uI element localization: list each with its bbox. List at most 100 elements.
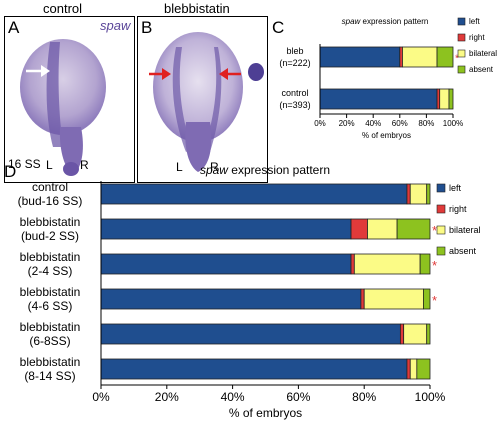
undefined-category-label-0-0: bleb (286, 46, 303, 56)
undefined-x-tick-label-5: 100% (415, 390, 446, 404)
undefined-legend-label-absent: absent (449, 246, 477, 256)
undefined-significance-star-0: * (455, 54, 459, 65)
undefined-category-label-2-1: (2-4 SS) (28, 264, 73, 278)
undefined-bar-right-1 (350, 218, 368, 240)
undefined-x-tick-label-0: 0% (314, 119, 326, 128)
undefined-legend-label-right: right (449, 204, 467, 214)
undefined-bar-left-2 (100, 253, 352, 275)
undefined-legend-swatch-bilateral (436, 225, 446, 235)
undefined-legend-swatch-left (457, 17, 466, 26)
undefined-bar-right-0 (406, 183, 411, 205)
undefined-title-gene: spaw (200, 163, 229, 177)
undefined-legend-label-bilateral: bilateral (449, 225, 481, 235)
undefined-bar-left-5 (100, 358, 408, 380)
undefined-bar-bilateral-2 (353, 253, 421, 275)
undefined-significance-star-3: * (432, 293, 437, 308)
undefined-x-tick-label-3: 60% (392, 119, 408, 128)
undefined-category-label-4-1: (6-8SS) (29, 334, 70, 348)
undefined-bar-left-1 (319, 88, 438, 110)
undefined-category-label-5-0: blebbistatin (20, 355, 81, 369)
panel-b-left-label: L (176, 160, 183, 174)
undefined-bar-bilateral-1 (439, 88, 450, 110)
undefined-x-tick-label-2: 40% (221, 390, 245, 404)
blebbistatin-embryo-illustration (153, 32, 264, 172)
undefined-category-label-1-1: (n=393) (279, 100, 310, 110)
undefined-bar-left-0 (100, 183, 408, 205)
undefined-bar-absent-1 (448, 88, 454, 110)
chart-d: spaw expression pattern control(bud-16 SS… (18, 163, 481, 420)
undefined-legend-swatch-right (457, 33, 466, 42)
white-arrow-icon (26, 65, 50, 77)
undefined-bar-bilateral-5 (409, 358, 418, 380)
blebbistatin-embryo-image (137, 16, 268, 183)
undefined-bar-right-5 (406, 358, 411, 380)
chart-c: spaw expression pattern bleb (n=222) * contr… (279, 17, 497, 140)
undefined-x-axis-label: % of embryos (362, 131, 411, 140)
undefined-x-tick-label-1: 20% (339, 119, 355, 128)
undefined-bar-bilateral-0 (402, 46, 438, 68)
undefined-category-label-4-0: blebbistatin (20, 320, 81, 334)
undefined-significance-star-1: * (432, 223, 437, 238)
panel-c-letter: C (272, 18, 285, 37)
undefined-bar-absent-0 (426, 183, 431, 205)
undefined-bar-absent-1 (396, 218, 431, 240)
undefined-bar-bilateral-3 (363, 288, 424, 310)
undefined-x-tick-label-2: 40% (365, 119, 381, 128)
undefined-legend-label-bilateral: bilateral (469, 49, 497, 58)
panel-b-letter: B (141, 18, 153, 37)
undefined-category-label-0-0: control (32, 180, 68, 194)
undefined-x-axis-label: % of embryos (229, 406, 302, 420)
undefined-bar-absent-4 (426, 323, 431, 345)
undefined-title: spaw expression pattern (342, 17, 429, 26)
undefined-title: spaw expression pattern (200, 163, 330, 177)
undefined-category-label-1-1: (bud-2 SS) (21, 229, 79, 243)
undefined-bar-absent-5 (416, 358, 431, 380)
undefined-bar-right-4 (399, 323, 405, 345)
undefined-legend-swatch-absent (436, 246, 446, 256)
red-arrow-left-icon (149, 68, 171, 80)
panel-a-stage: 16 SS (8, 157, 41, 171)
control-embryo-illustration (20, 39, 106, 176)
panel-a-caption: control (43, 1, 83, 16)
undefined-bar-absent-2 (419, 253, 431, 275)
undefined-bar-bilateral-0 (409, 183, 428, 205)
panel-b-right-label: R (210, 160, 219, 174)
undefined-legend-swatch-left (436, 183, 446, 193)
undefined-legend-label-left: left (449, 183, 462, 193)
undefined-category-label-2-0: blebbistatin (20, 250, 81, 264)
undefined-legend-label-absent: absent (469, 65, 494, 74)
undefined-significance-star-2: * (432, 258, 437, 273)
undefined-bar-right-3 (360, 288, 365, 310)
undefined-x-tick-label-1: 20% (155, 390, 179, 404)
undefined-bar-left-4 (100, 323, 401, 345)
undefined-legend-label-left: left (469, 17, 480, 26)
undefined-x-tick-label-5: 100% (443, 119, 463, 128)
undefined-x-tick-label-4: 80% (418, 119, 434, 128)
undefined-category-label-3-0: blebbistatin (20, 285, 81, 299)
undefined-x-tick-label-3: 60% (286, 390, 310, 404)
undefined-bar-left-1 (100, 218, 352, 240)
undefined-title-rest: expression pattern (360, 17, 428, 26)
undefined-x-tick-label-4: 80% (352, 390, 376, 404)
undefined-bar-bilateral-4 (403, 323, 428, 345)
undefined-category-label-0-1: (n=222) (279, 58, 310, 68)
undefined-category-label-1-0: blebbistatin (20, 215, 81, 229)
undefined-category-label-5-1: (8-14 SS) (24, 369, 75, 383)
control-embryo-image (4, 16, 135, 183)
undefined-title-gene: spaw (342, 17, 362, 26)
panel-a-right-label: R (80, 158, 89, 172)
undefined-bar-left-3 (100, 288, 362, 310)
undefined-legend-swatch-bilateral (457, 49, 466, 58)
panel-a-left-label: L (46, 158, 53, 172)
undefined-legend-swatch-absent (457, 65, 466, 74)
panel-d-letter: D (4, 162, 17, 181)
undefined-bar-right-2 (350, 253, 355, 275)
undefined-legend-label-right: right (469, 33, 485, 42)
undefined-bar-bilateral-1 (367, 218, 398, 240)
undefined-legend-swatch-right (436, 204, 446, 214)
panel-b-caption: blebbistatin (164, 1, 230, 16)
undefined-bar-left-0 (319, 46, 401, 68)
undefined-category-label-3-1: (4-6 SS) (28, 299, 73, 313)
undefined-bar-absent-3 (423, 288, 431, 310)
red-arrow-right-icon (219, 68, 241, 80)
